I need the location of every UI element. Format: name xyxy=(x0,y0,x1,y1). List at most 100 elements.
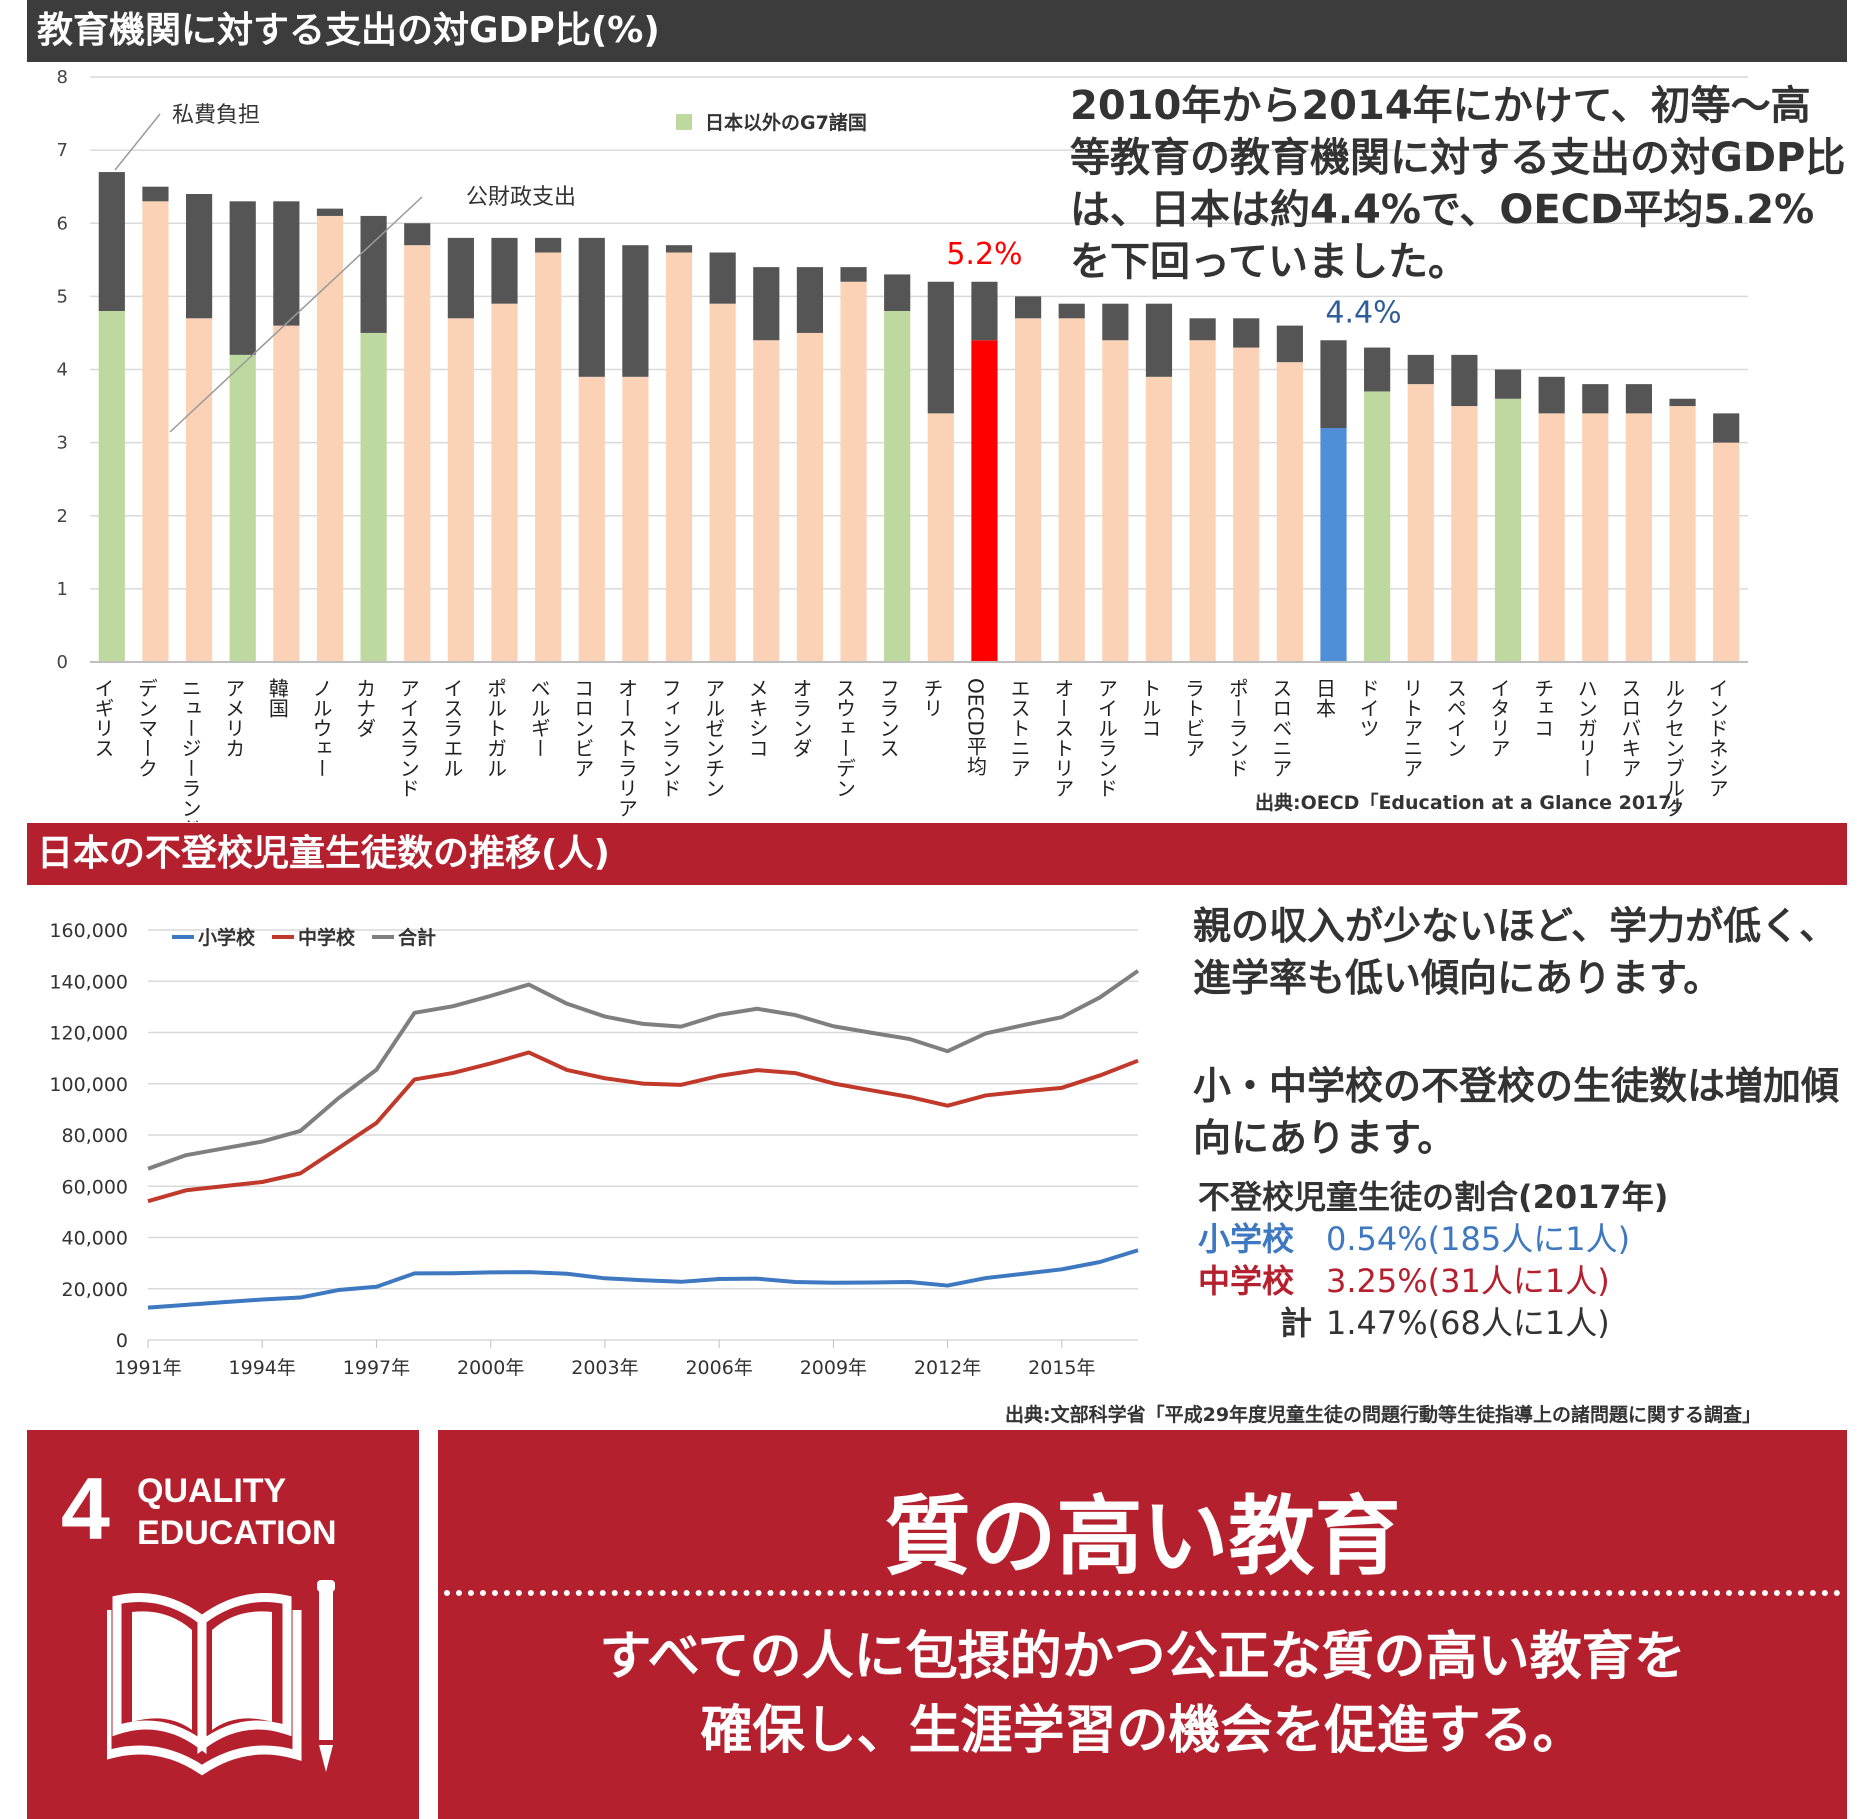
bar-public xyxy=(1276,362,1303,662)
goal-title: 質の高い教育 xyxy=(884,1486,1401,1587)
bar-private xyxy=(142,186,169,202)
bar-public xyxy=(1538,413,1565,662)
bar-private xyxy=(1233,318,1260,348)
bar-public xyxy=(1058,318,1085,662)
ratio-value: 1.47%(68人に1人) xyxy=(1326,1304,1610,1342)
x-tick-label: アメリカ xyxy=(222,678,246,758)
x-tick-label: アイスランド xyxy=(396,678,420,798)
bar-private xyxy=(229,201,256,355)
x-tick-label: 日本 xyxy=(1313,678,1337,718)
x-tick-label: ルクセンブルク xyxy=(1662,678,1686,818)
y-tick-label: 6 xyxy=(57,213,68,234)
legend-label: 日本以外のG7諸国 xyxy=(705,111,867,134)
sdg-name: QUALITY EDUCATION xyxy=(137,1470,337,1554)
bar-public xyxy=(360,332,387,662)
y-tick-label: 160,000 xyxy=(49,920,128,942)
x-tick-label: イギリス xyxy=(91,678,115,758)
bar-public xyxy=(840,281,867,662)
x-tick-label: スペイン xyxy=(1443,678,1467,758)
bar-public xyxy=(142,201,169,662)
sdg-name-line2: EDUCATION xyxy=(137,1514,337,1552)
bar-public xyxy=(1407,384,1434,662)
goal-description: すべての人に包摂的かつ公正な質の高い教育を 確保し、生涯学習の機会を促進する。 xyxy=(438,1620,1847,1768)
bar-public xyxy=(753,340,780,662)
bar-public xyxy=(927,413,954,662)
bar-public xyxy=(1102,340,1129,662)
x-tick-label: 1994年 xyxy=(229,1357,296,1379)
x-tick-label: ハンガリー xyxy=(1574,678,1598,778)
x-tick-label: トルコ xyxy=(1138,678,1162,738)
y-tick-label: 5 xyxy=(57,286,68,307)
x-tick-label: イスラエル xyxy=(440,678,464,778)
x-tick-label: チリ xyxy=(920,678,944,718)
bar-public xyxy=(1669,406,1696,662)
annotation-line xyxy=(114,113,161,171)
goal-description-line2: 確保し、生涯学習の機会を促進する。 xyxy=(700,1701,1585,1761)
section1-source: 出典:OECD「Education at a Glance 2017」 xyxy=(1255,792,1691,814)
bar-private xyxy=(1451,354,1478,407)
bar-public xyxy=(578,376,605,662)
bar-private xyxy=(840,267,867,282)
bar-public xyxy=(1625,413,1653,662)
bar-public xyxy=(1320,428,1347,662)
bar-public xyxy=(535,252,562,662)
bar-public xyxy=(884,311,911,662)
x-tick-label: ポルトガル xyxy=(484,678,508,778)
x-tick-label: ノルウェー xyxy=(309,678,333,778)
bar-private xyxy=(1364,347,1391,392)
bar-private xyxy=(1058,303,1085,319)
bar-private xyxy=(98,172,125,311)
bar-public xyxy=(1189,340,1216,662)
series-line xyxy=(147,1050,1139,1204)
y-tick-label: 80,000 xyxy=(62,1125,128,1147)
x-tick-label: 2003年 xyxy=(571,1357,638,1379)
bar-private xyxy=(927,281,954,414)
legend-swatch xyxy=(676,114,692,130)
x-tick-label: ドイツ xyxy=(1356,678,1380,738)
x-tick-label: メキシコ xyxy=(745,678,769,758)
bar-public xyxy=(98,311,125,662)
bar-public xyxy=(1582,413,1609,662)
bar-public xyxy=(229,354,256,662)
annotation-line xyxy=(169,196,423,433)
bar-public xyxy=(1364,391,1391,662)
section2-note-income: 親の収入が少ないほど、学力が低く、進学率も低い傾向にあります。 xyxy=(1193,904,1838,1000)
bar-public xyxy=(622,376,649,662)
ratio-value: 3.25%(31人に1人) xyxy=(1326,1262,1610,1300)
x-tick-label: オーストリア xyxy=(1051,678,1075,798)
y-tick-label: 1 xyxy=(57,579,68,600)
x-tick-label: OECD平均 xyxy=(963,678,987,776)
bar-public xyxy=(971,340,998,662)
x-tick-label: スロベニア xyxy=(1269,678,1293,778)
x-tick-label: オーストラリア xyxy=(614,678,638,818)
sdg4-logo: 4 QUALITY EDUCATION xyxy=(27,1430,419,1819)
section2-title: 日本の不登校児童生徒数の推移(人) xyxy=(27,823,1847,885)
x-tick-label: スウェーデン xyxy=(833,678,857,798)
dotted-divider xyxy=(444,1590,1841,1596)
y-tick-label: 7 xyxy=(57,140,68,161)
section2-source: 出典:文部科学省「平成29年度児童生徒の問題行動等生徒指導上の諸問題に関する調査… xyxy=(1005,1404,1762,1426)
annotation-public: 公財政支出 xyxy=(466,185,576,210)
bar-public xyxy=(185,318,213,662)
x-tick-label: 韓国 xyxy=(265,678,289,718)
x-tick-label: フィンランド xyxy=(658,678,682,798)
y-tick-label: 40,000 xyxy=(62,1228,128,1250)
section1-note: 2010年から2014年にかけて、初等～高等教育の教育機関に対する支出の対GDP… xyxy=(1070,83,1846,285)
bar-private xyxy=(971,281,998,341)
x-tick-label: カナダ xyxy=(353,678,377,738)
bar-private xyxy=(665,245,693,253)
series-line xyxy=(147,1248,1139,1310)
bar-private xyxy=(273,201,300,326)
bar-public xyxy=(404,245,431,662)
sdg-name-line1: QUALITY xyxy=(137,1472,287,1510)
section1-title: 教育機関に対する支出の対GDP比(%) xyxy=(27,0,1847,62)
bar-public xyxy=(1451,406,1478,662)
bar-private xyxy=(535,237,562,253)
bar-private xyxy=(622,245,649,377)
x-tick-label: 2012年 xyxy=(914,1357,981,1379)
series-line xyxy=(147,969,1140,1171)
x-tick-label: ポーランド xyxy=(1225,678,1249,778)
x-tick-label: チェコ xyxy=(1531,678,1555,738)
bar-private xyxy=(1145,303,1173,377)
x-tick-label: 1997年 xyxy=(343,1357,410,1379)
